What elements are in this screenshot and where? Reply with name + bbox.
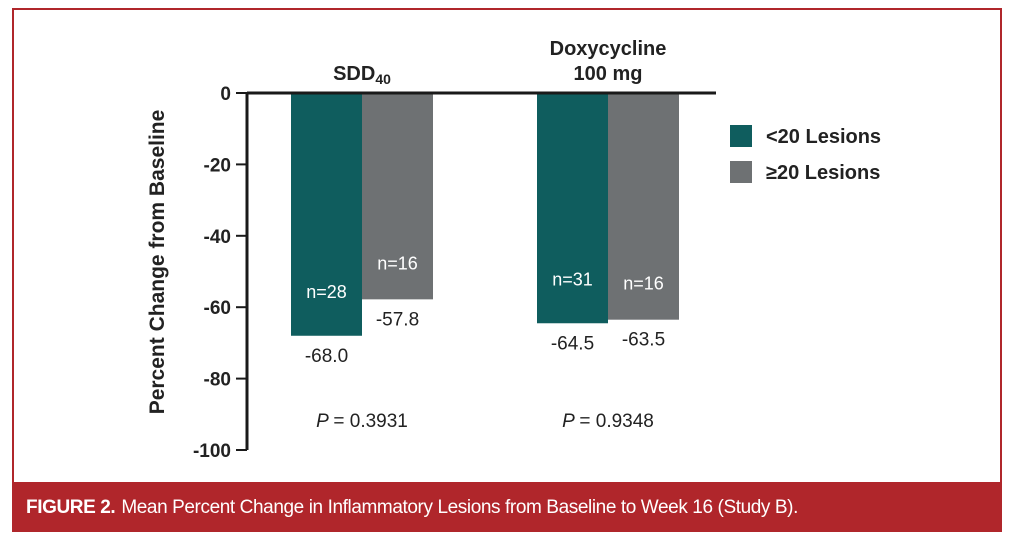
p-value-label: P = 0.9348 — [562, 411, 654, 432]
y-tick-label: -100 — [193, 441, 231, 462]
legend-swatch — [730, 125, 752, 147]
bar-value-label: -63.5 — [622, 330, 665, 351]
y-tick-label: -80 — [204, 370, 231, 391]
bar — [608, 93, 679, 320]
y-tick-label: -60 — [204, 298, 231, 319]
y-tick-label: -20 — [204, 155, 231, 176]
bar-n-label: n=31 — [552, 269, 593, 289]
bar-chart: 0 -20 -40 -60 -80 -100 Percent Change from Bas… — [146, 38, 881, 462]
p-value-label: P = 0.3931 — [316, 411, 408, 432]
figure-caption: FIGURE 2. Mean Percent Change in Inflamm… — [12, 484, 1002, 532]
bar — [362, 93, 433, 300]
legend-label: <20 Lesions — [766, 126, 881, 148]
caption-text: Mean Percent Change in Inflammatory Lesi… — [121, 497, 798, 518]
y-axis-title: Percent Change from Baseline — [146, 110, 169, 415]
bar-value-label: -57.8 — [376, 309, 419, 330]
group-label: 100 mg — [574, 63, 643, 85]
y-tick-label: 0 — [220, 84, 231, 105]
group-label: SDD40 — [333, 63, 391, 87]
bar-value-label: -64.5 — [551, 333, 594, 354]
y-tick-label: -40 — [204, 227, 231, 248]
bar — [291, 93, 362, 336]
legend-swatch — [730, 161, 752, 183]
bar — [537, 93, 608, 324]
figure-frame — [12, 8, 1002, 484]
bar-n-label: n=28 — [306, 282, 347, 302]
caption-label: FIGURE 2. — [26, 497, 116, 518]
bar-n-label: n=16 — [623, 274, 664, 294]
bar-n-label: n=16 — [377, 253, 418, 273]
group-label: Doxycycline — [550, 38, 667, 60]
bar-value-label: -68.0 — [305, 346, 348, 367]
legend-label: ≥20 Lesions — [766, 162, 880, 184]
